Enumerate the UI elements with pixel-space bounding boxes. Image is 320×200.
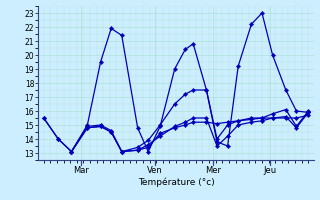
X-axis label: Température (°c): Température (°c) (138, 177, 214, 187)
